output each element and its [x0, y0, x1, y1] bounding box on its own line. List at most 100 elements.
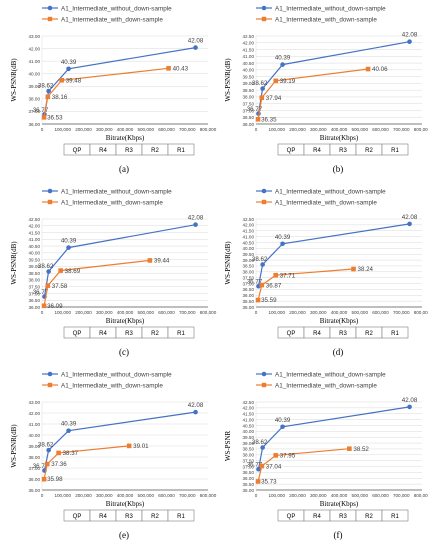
- data-label: 37.94: [266, 95, 282, 102]
- data-label: 38.37: [63, 450, 79, 457]
- data-point: [66, 66, 71, 72]
- data-label: 37.04: [266, 463, 282, 470]
- x-tick-label: 200,000: [75, 310, 92, 315]
- legend-label: A1_Intermediate_without_down-sample: [61, 372, 172, 379]
- data-point: [45, 94, 51, 100]
- data-label: 38.24: [358, 266, 374, 273]
- table-cell: [167, 143, 195, 156]
- x-tick-label: 700,000: [393, 310, 410, 315]
- y-tick-label: 36.00: [29, 477, 41, 482]
- x-tick-label: 400,000: [331, 493, 348, 498]
- data-point: [166, 66, 171, 71]
- data-label: 35.98: [47, 476, 63, 483]
- data-point: [126, 443, 132, 449]
- legend-label: A1_Intermediate_with_down-sample: [275, 17, 377, 24]
- data-label: 37.95: [280, 453, 296, 460]
- data-label: 38.62: [252, 439, 268, 446]
- legend-label: A1_Intermediate_without_down-sample: [275, 189, 386, 196]
- series-without-down-sample: 36.77 38.62 40.39 42.08: [33, 38, 204, 117]
- table-cell: [381, 143, 409, 156]
- data-label: 40.39: [275, 234, 291, 241]
- data-label: 36.77: [33, 289, 49, 296]
- legend-marker: [261, 16, 267, 22]
- y-tick-label: 42.50: [243, 217, 255, 222]
- table-cell-label: QP: [287, 331, 296, 337]
- x-tick-label: 200,000: [289, 127, 306, 132]
- y-tick-label: 35.50: [243, 299, 255, 304]
- y-tick-label: 35.50: [243, 482, 255, 487]
- data-label: 40.39: [61, 421, 77, 428]
- table-cell-label: R3: [125, 331, 133, 337]
- x-tick-label: 200,000: [289, 310, 306, 315]
- x-tick-label: 500,000: [137, 127, 154, 132]
- y-tick-label: 37.00: [29, 466, 41, 471]
- x-axis-title: Bitrate(Kbps): [106, 134, 145, 142]
- x-tick-label: 400,000: [117, 127, 134, 132]
- chart-legend: A1_Intermediate_without_down-sample A1_In…: [256, 372, 386, 390]
- x-tick-label: 800,000: [414, 127, 428, 132]
- data-point: [351, 266, 356, 272]
- y-tick-label: 38.00: [243, 95, 255, 100]
- data-point: [255, 116, 261, 122]
- x-tick-label: 500,000: [351, 493, 368, 498]
- legend-marker: [47, 16, 53, 22]
- data-label: 37.58: [52, 283, 68, 290]
- qp-table: QP R4 R3 R2 R1: [63, 509, 195, 522]
- y-tick-label: 41.00: [29, 422, 41, 427]
- data-label: 37.36: [51, 461, 67, 468]
- table-cell-label: R3: [125, 514, 133, 520]
- x-tick-label: 800,000: [200, 493, 217, 498]
- legend-marker: [47, 382, 53, 388]
- chart-panel: A1_Intermediate_without_down-sample A1_In…: [10, 372, 217, 540]
- y-tick-label: 36.00: [243, 293, 255, 298]
- data-label: 38.62: [38, 263, 54, 270]
- data-label: 40.39: [61, 59, 77, 66]
- data-point: [45, 283, 51, 288]
- qp-table: QP R4 R3 R2 R1: [277, 509, 409, 522]
- y-tick-label: 40.50: [243, 240, 255, 245]
- data-label: 40.43: [173, 66, 189, 73]
- y-tick-label: 35.00: [243, 305, 255, 310]
- x-tick-label: 200,000: [75, 127, 92, 132]
- series-line: [43, 445, 130, 480]
- data-point: [407, 221, 412, 227]
- data-label: 36.87: [266, 282, 282, 289]
- y-tick-label: 39.00: [29, 444, 41, 449]
- qp-table: QP R4 R3 R2 R1: [277, 143, 409, 156]
- x-tick-label: 100,000: [268, 310, 285, 315]
- y-axis-title: WS-PSNR(dB): [224, 241, 232, 285]
- data-label: 39.01: [133, 443, 149, 450]
- legend-marker: [47, 199, 53, 205]
- data-label: 38.62: [252, 256, 268, 263]
- data-label: 40.39: [275, 417, 291, 424]
- x-tick-label: 300,000: [310, 127, 327, 132]
- table-cell-label: R3: [339, 331, 347, 337]
- legend-label: A1_Intermediate_without_down-sample: [275, 6, 386, 13]
- data-point: [59, 77, 65, 83]
- y-tick-label: 37.00: [243, 464, 255, 469]
- table-cell-label: R2: [151, 331, 159, 337]
- data-point: [280, 424, 285, 430]
- x-tick-label: 300,000: [96, 310, 113, 315]
- y-tick-label: 40.00: [243, 246, 255, 251]
- y-tick-label: 38.00: [29, 97, 41, 102]
- data-point: [347, 446, 352, 451]
- y-tick-label: 42.50: [29, 217, 41, 222]
- y-tick-label: 35.00: [29, 488, 41, 493]
- data-label: 38.62: [38, 442, 54, 449]
- data-point: [280, 62, 285, 67]
- y-tick-label: 38.00: [29, 278, 41, 283]
- table-cell-label: R4: [313, 331, 321, 337]
- data-point: [193, 222, 198, 227]
- data-label: 40.06: [372, 66, 388, 73]
- data-point: [260, 445, 265, 450]
- x-tick-label: 700,000: [393, 493, 410, 498]
- x-tick-label: 700,000: [179, 310, 196, 315]
- x-axis-title: Bitrate(Kbps): [106, 317, 145, 325]
- y-tick-label: 36.00: [29, 305, 41, 310]
- panel-caption: (c): [119, 347, 129, 357]
- series-with-down-sample: 36.09 37.58 38.69 39.44: [41, 258, 170, 310]
- y-axis-title: WS-PSNR(dB): [10, 241, 18, 285]
- qp-table: QP R4 R3 R2 R1: [277, 326, 409, 339]
- y-tick-label: 40.00: [243, 68, 255, 73]
